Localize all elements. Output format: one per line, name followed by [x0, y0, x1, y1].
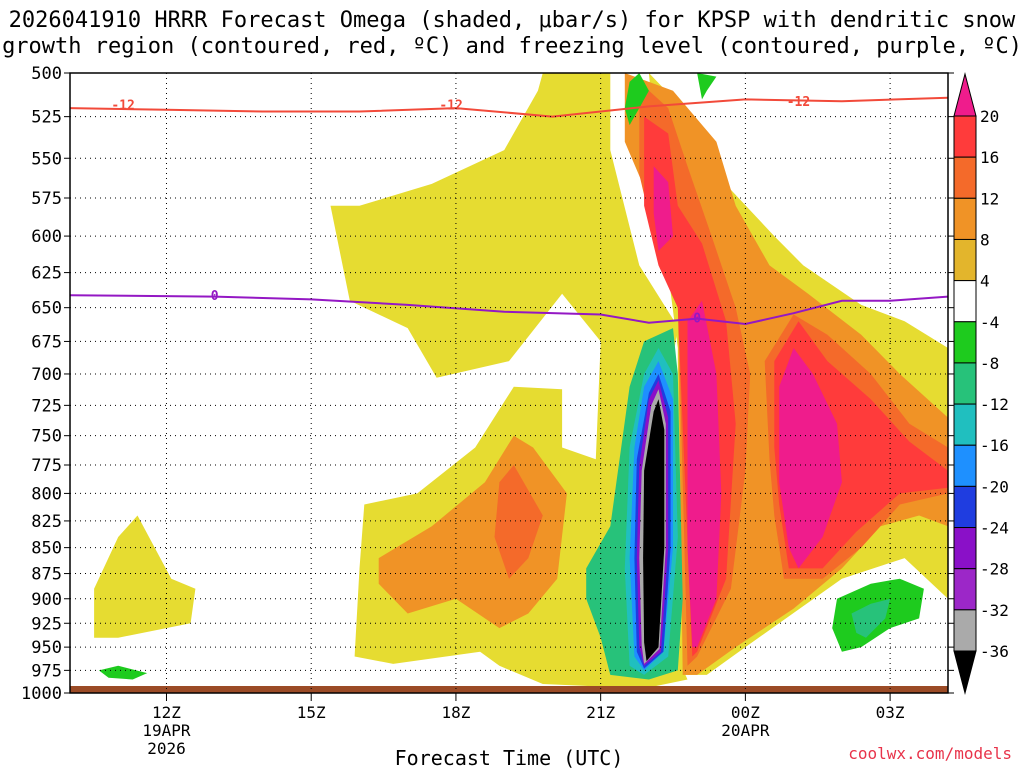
omega-region-neg4: [98, 665, 148, 680]
y-tick-label: 1000: [21, 684, 62, 704]
contour-label: -12: [787, 95, 810, 110]
contours: -12 -12 -12 0 0: [70, 95, 948, 326]
y-tick-label: 500: [31, 64, 62, 84]
contour-label: -12: [439, 99, 462, 114]
omega-region-20: [779, 348, 842, 569]
colorbar-label: -28: [980, 560, 1009, 579]
colorbar-segment: [953, 280, 977, 323]
y-tick-label: 675: [31, 332, 62, 352]
y-tick-label: 875: [31, 565, 62, 585]
colorbar-segment: [953, 403, 977, 446]
x-tick-label: 21Z: [586, 703, 615, 722]
colorbar-top-triangle: [953, 72, 977, 117]
y-tick-label: 550: [31, 149, 62, 169]
y-tick-label: 700: [31, 365, 62, 385]
colorbar-label: 16: [980, 148, 999, 167]
colorbar-segment: [953, 362, 977, 405]
x-tick-date: 19APR: [142, 721, 191, 740]
x-tick-year: 2026: [147, 739, 186, 758]
y-tick-label: 600: [31, 227, 62, 247]
colorbar-label: -16: [980, 436, 1009, 455]
chart-title-line1: 2026041910 HRRR Forecast Omega (shaded, …: [8, 8, 1016, 33]
colorbar-label: -12: [980, 395, 1009, 414]
contour-label: 0: [693, 311, 701, 326]
contour-label: 0: [211, 289, 219, 304]
omega-region-neg4: [697, 73, 717, 100]
colorbar-segment: [953, 156, 977, 199]
colorbar-label: 4: [980, 272, 990, 291]
omega-region-4: [94, 515, 196, 638]
colorbar-label: -24: [980, 519, 1009, 538]
x-tick-label: 12Z: [152, 703, 181, 722]
y-tick-label: 825: [31, 512, 62, 532]
y-tick-label: 900: [31, 590, 62, 610]
colorbar-segment: [953, 485, 977, 529]
y-tick-label: 575: [31, 189, 62, 209]
y-tick-label: 625: [31, 264, 62, 284]
colorbar-label: 12: [980, 189, 999, 208]
y-tick-label: 850: [31, 539, 62, 559]
omega-region-12: [494, 465, 543, 579]
colorbar-bottom-triangle: [953, 650, 977, 695]
credit-text: coolwx.com/models: [848, 744, 1012, 763]
plot-frame: [69, 72, 949, 694]
y-tick-label: 925: [31, 614, 62, 634]
x-tick-date: 20APR: [721, 721, 770, 740]
colorbar-segment: [953, 568, 977, 611]
y-tick-label: 725: [31, 396, 62, 416]
colorbar-label: 20: [980, 107, 999, 126]
contour-line-0: [70, 294, 948, 326]
omega-region-20: [653, 166, 673, 251]
colorbar-segment: [953, 527, 977, 570]
colorbar-label: -4: [980, 313, 999, 332]
y-tick-label: 975: [31, 661, 62, 681]
colorbar: 20 16 12 8 4 -4 -8 -12 -16 -20 -24 -28 -32 -36: [953, 72, 1009, 695]
ground-strip: [70, 686, 948, 693]
colorbar-segment: [953, 115, 977, 158]
colorbar-label: -8: [980, 354, 999, 373]
grid: [70, 72, 948, 694]
colorbar-segment: [953, 609, 977, 652]
x-axis-label: Forecast Time (UTC): [395, 746, 624, 768]
y-tick-label: 950: [31, 638, 62, 658]
colorbar-label: -36: [980, 642, 1009, 661]
y-tick-label: 650: [31, 299, 62, 319]
omega-shading: [94, 73, 948, 689]
colorbar-segment: [953, 321, 977, 364]
y-tick-label: 775: [31, 456, 62, 476]
x-tick-label: 18Z: [441, 703, 470, 722]
x-tick-label: 03Z: [876, 703, 905, 722]
colorbar-segment: [953, 444, 977, 487]
colorbar-label: 8: [980, 230, 990, 249]
x-tick-label: 00Z: [731, 703, 760, 722]
contour-label: -12: [111, 99, 134, 114]
colorbar-label: -20: [980, 477, 1009, 496]
omega-region-neg8: [851, 598, 891, 638]
omega-region-neg36: [643, 399, 665, 662]
omega-region-20: [687, 300, 722, 648]
contour-line-neg12: [70, 96, 948, 118]
y-tick-label: 750: [31, 427, 62, 447]
y-tick-label: 525: [31, 108, 62, 128]
chart-title-line2: growth region (contoured, red, ºC) and f…: [2, 34, 1022, 59]
y-axis: 500 525 550 575 600 625 650 675 700 725 750 775 800 8…: [21, 64, 954, 704]
y-tick-label: 800: [31, 484, 62, 504]
x-tick-label: 15Z: [297, 703, 326, 722]
colorbar-segment: [953, 197, 977, 240]
omega-region-neg4: [624, 73, 649, 126]
colorbar-label: -32: [980, 601, 1009, 620]
colorbar-segment: [953, 238, 977, 282]
